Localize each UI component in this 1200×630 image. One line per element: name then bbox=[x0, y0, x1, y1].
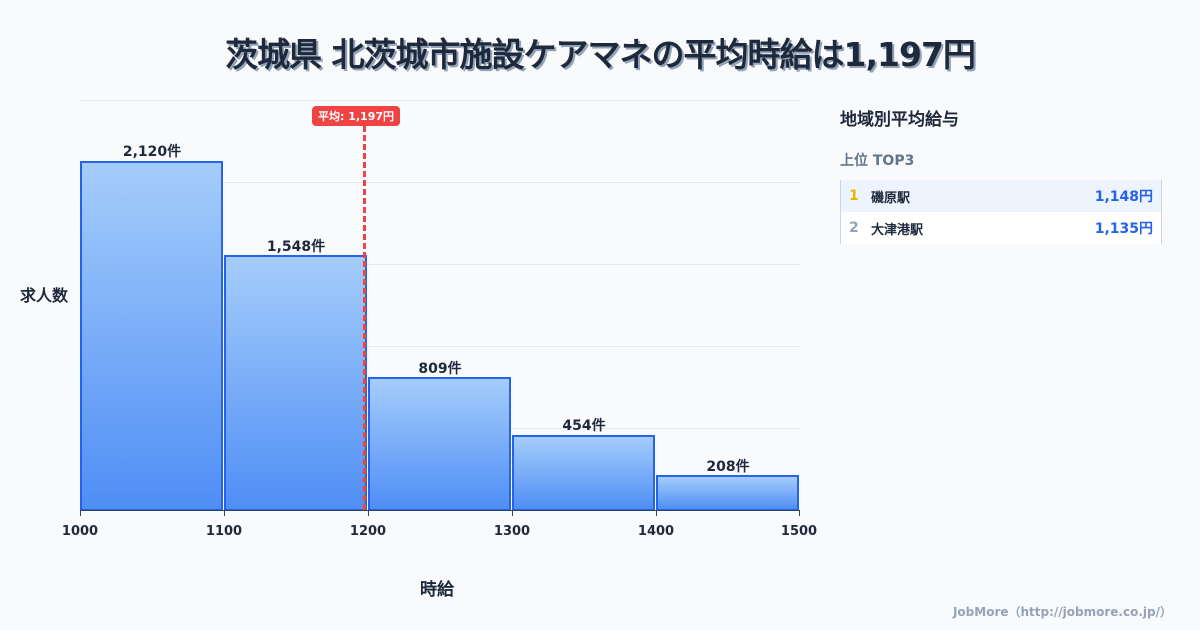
x-tick-label: 1000 bbox=[61, 524, 99, 539]
x-axis-label: 時給 bbox=[420, 580, 454, 600]
x-tick-label: 1200 bbox=[349, 524, 387, 539]
bar-value-label: 208件 bbox=[706, 459, 750, 475]
station-name: 磯原駅 bbox=[871, 190, 911, 206]
regional-salary-panel: 地域別平均給与 上位 TOP3 1 磯原駅 1,148円 2 大津港駅 1,13… bbox=[840, 100, 1162, 244]
ranking-row: 2 大津港駅 1,135円 bbox=[841, 212, 1161, 244]
average-wage: 1,135円 bbox=[1094, 221, 1153, 237]
gridline bbox=[80, 182, 800, 183]
x-tick-label: 1100 bbox=[205, 524, 243, 539]
gridline bbox=[80, 346, 800, 347]
bar-value-label: 1,548件 bbox=[266, 239, 326, 255]
ranking-list: 1 磯原駅 1,148円 2 大津港駅 1,135円 bbox=[840, 180, 1162, 244]
x-tick bbox=[80, 510, 81, 516]
page-title: 茨城県 北茨城市施設ケアマネの平均時給は1,197円 bbox=[225, 35, 976, 74]
footer-credit: JobMore（http://jobmore.co.jp/） bbox=[952, 605, 1172, 619]
x-tick bbox=[512, 510, 513, 516]
bar-1400-1500 bbox=[656, 475, 799, 511]
average-wage: 1,148円 bbox=[1094, 189, 1153, 205]
bar-1100-1200 bbox=[224, 255, 367, 511]
x-tick bbox=[224, 510, 225, 516]
rank-number: 2 bbox=[849, 220, 859, 236]
bar-value-label: 2,120件 bbox=[122, 144, 182, 160]
y-axis-label: 求人数 bbox=[20, 286, 69, 305]
x-tick bbox=[368, 510, 369, 516]
gridline bbox=[80, 264, 800, 265]
x-axis bbox=[80, 510, 800, 511]
average-badge: 平均: 1,197円 bbox=[312, 106, 401, 126]
bar-1300-1400 bbox=[512, 435, 655, 511]
panel-title: 地域別平均給与 bbox=[840, 110, 959, 130]
x-tick-label: 1400 bbox=[637, 524, 675, 539]
station-name: 大津港駅 bbox=[871, 222, 924, 238]
x-tick-label: 1500 bbox=[780, 524, 818, 539]
x-tick bbox=[656, 510, 657, 516]
bar-1000-1100 bbox=[80, 161, 223, 511]
average-line bbox=[363, 126, 366, 510]
x-tick bbox=[799, 510, 800, 516]
ranking-row: 1 磯原駅 1,148円 bbox=[841, 180, 1161, 212]
bar-value-label: 809件 bbox=[418, 361, 462, 377]
bar-1200-1300 bbox=[368, 377, 511, 511]
panel-subtitle: 上位 TOP3 bbox=[840, 153, 915, 169]
histogram-chart: 2,120件 1,548件 809件 454件 208件 平均: 1,197円 … bbox=[20, 100, 818, 600]
rank-number: 1 bbox=[849, 188, 859, 204]
bar-value-label: 454件 bbox=[562, 418, 606, 434]
x-tick-label: 1300 bbox=[493, 524, 531, 539]
gridline bbox=[80, 100, 800, 101]
